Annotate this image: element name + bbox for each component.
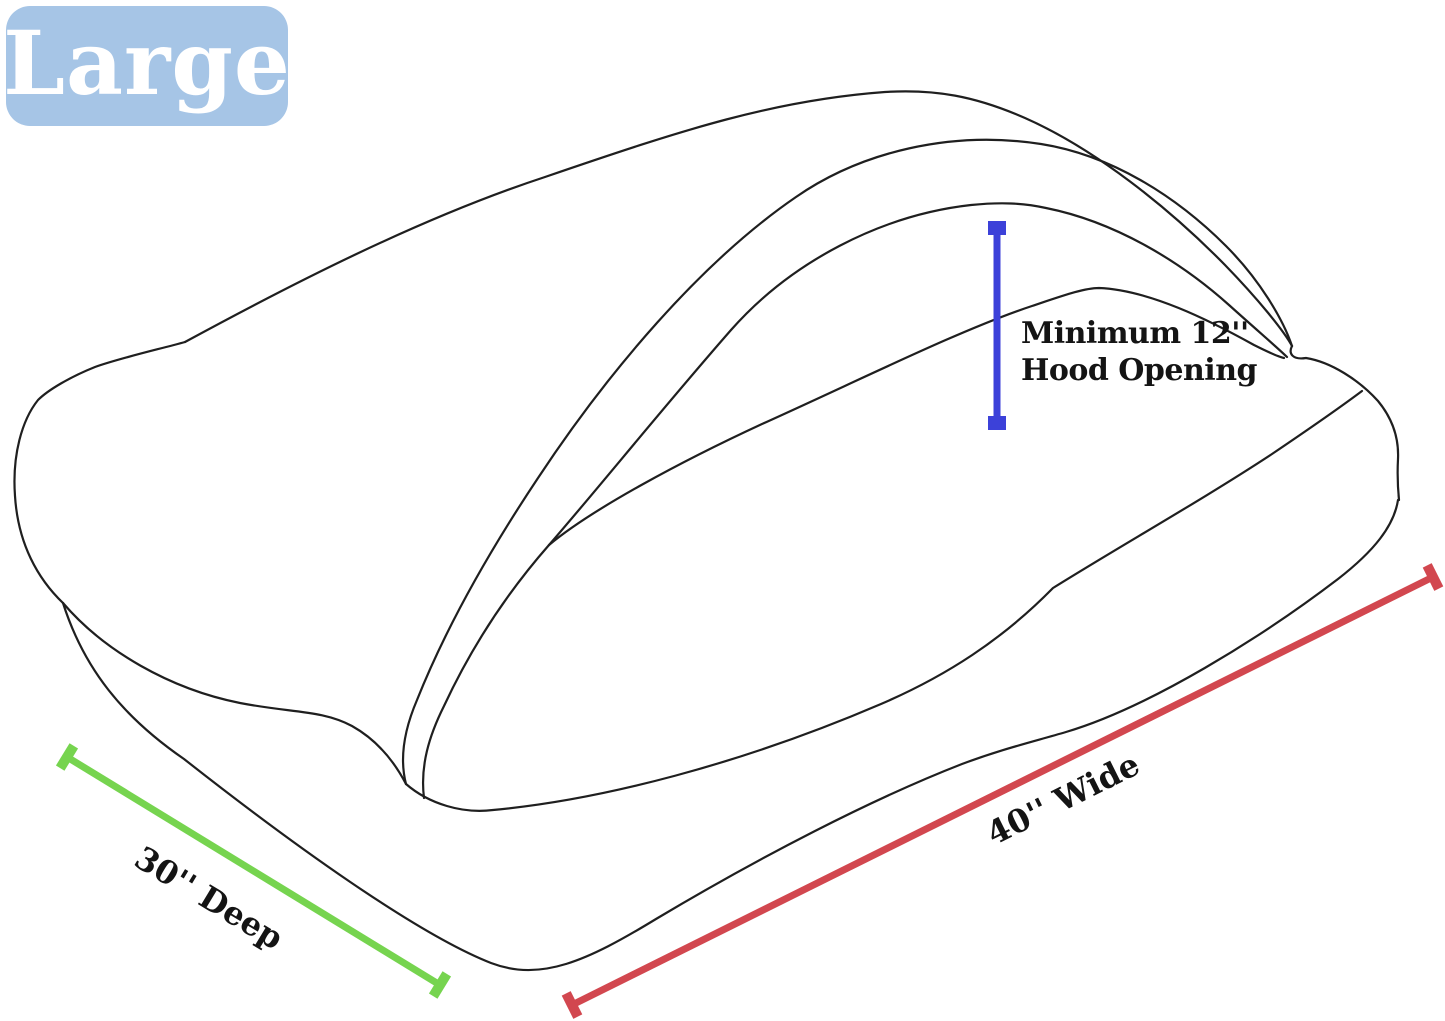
hood-opening-dimension <box>988 221 1006 430</box>
bed-ink-lines <box>13 90 1401 972</box>
hood-rim-outer-edge <box>401 138 1294 786</box>
bed-cushion-front-edge <box>61 601 408 786</box>
bed-right-corner-outline <box>1289 344 1401 502</box>
hood-opening-label-line2: Hood Opening <box>1021 353 1257 388</box>
depth-dimension-top-cap <box>55 743 79 771</box>
width-dimension-bottom-cap <box>561 991 583 1019</box>
depth-dimension <box>55 743 452 999</box>
bed-dome-outline <box>183 90 1294 348</box>
hood-opening-label: Minimum 12'' Hood Opening <box>1021 315 1257 389</box>
bed-left-side-outline <box>13 340 187 605</box>
hood-rim-inner-edge <box>422 202 1289 800</box>
width-dimension-top-cap <box>1422 563 1444 591</box>
bed-cushion-top-edge <box>404 389 1364 812</box>
hood-opening-back-edge <box>547 286 1286 547</box>
size-badge: Large <box>3 6 291 126</box>
width-dimension-line <box>570 573 1435 1009</box>
bed-base-bottom-edge <box>61 498 1400 972</box>
width-dimension <box>561 563 1444 1019</box>
size-badge-label: Large <box>3 11 291 115</box>
depth-dimension-bottom-cap <box>428 971 452 999</box>
depth-dimension-line <box>65 754 442 988</box>
hood-opening-label-line1: Minimum 12'' <box>1021 316 1249 351</box>
